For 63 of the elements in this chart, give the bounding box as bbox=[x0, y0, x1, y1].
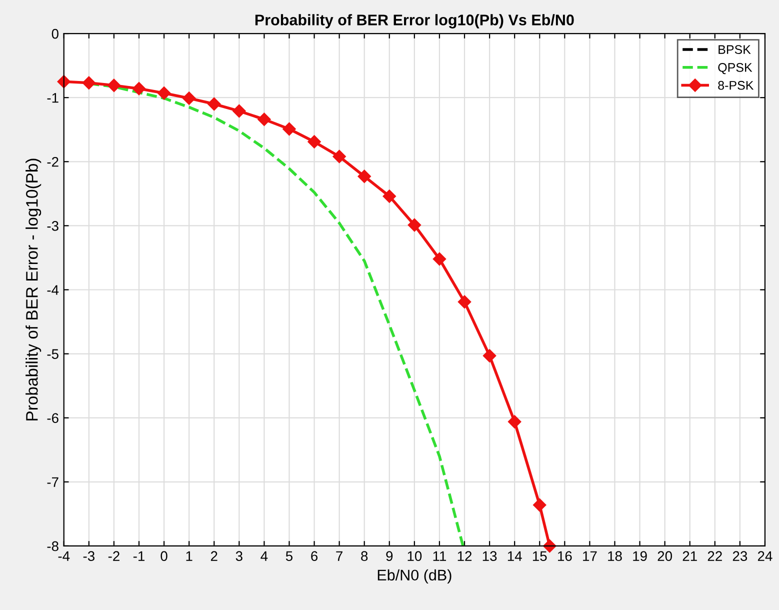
x-tick-label: 6 bbox=[311, 551, 318, 562]
y-tick-label: -7 bbox=[47, 477, 58, 487]
x-tick-label: -1 bbox=[133, 551, 144, 561]
x-tick-label: 18 bbox=[608, 551, 622, 562]
point bbox=[232, 104, 246, 118]
x-tick-label: 11 bbox=[433, 551, 446, 561]
x-tick-label: 20 bbox=[658, 551, 672, 562]
x-tick-label: 5 bbox=[286, 551, 293, 562]
x-tick-label: 1 bbox=[186, 551, 192, 561]
x-tick-label: 16 bbox=[558, 551, 572, 562]
x-tick-label: 10 bbox=[408, 551, 422, 562]
x-tick-label: 3 bbox=[236, 551, 242, 562]
legend-label: QPSK bbox=[718, 63, 752, 74]
x-tick-label: 9 bbox=[386, 551, 393, 562]
y-tick-label: -3 bbox=[47, 221, 58, 231]
x-tick-label: 14 bbox=[508, 551, 522, 561]
y-tick-label: -1 bbox=[47, 93, 58, 103]
x-axis-title: Eb/N0 (dB) bbox=[378, 569, 452, 584]
point bbox=[258, 112, 271, 126]
x-tick-label: 2 bbox=[210, 551, 218, 561]
y-tick-label: -6 bbox=[47, 413, 58, 424]
point bbox=[282, 122, 296, 136]
point bbox=[533, 498, 546, 512]
x-tick-label: 0 bbox=[160, 551, 168, 562]
y-tick-label: -5 bbox=[47, 349, 58, 359]
x-tick-label: -4 bbox=[58, 551, 70, 561]
y-tick-label: 0 bbox=[52, 28, 58, 39]
x-tick-label: 8 bbox=[361, 551, 368, 562]
point bbox=[358, 170, 371, 183]
point bbox=[157, 86, 171, 100]
y-tick-label: -8 bbox=[47, 541, 58, 552]
x-tick-label: -3 bbox=[83, 551, 94, 562]
y-tick-label: -2 bbox=[47, 156, 58, 167]
point bbox=[382, 190, 396, 203]
point bbox=[508, 415, 522, 428]
x-tick-label: 13 bbox=[482, 551, 497, 562]
chart-title: Probability of BER Error log10(Pb) Vs Eb/N0 bbox=[255, 14, 574, 28]
legend-label: 8-PSK bbox=[718, 80, 754, 90]
point bbox=[107, 78, 121, 92]
x-tick-label: 24 bbox=[758, 551, 772, 561]
legend-label: BPSK bbox=[718, 45, 751, 54]
x-tick-label: -2 bbox=[108, 551, 120, 561]
x-tick-label: 12 bbox=[458, 551, 472, 561]
x-tick-label: 17 bbox=[583, 551, 597, 561]
point bbox=[458, 295, 472, 309]
y-tick-label: -4 bbox=[47, 285, 59, 295]
x-tick-label: 15 bbox=[532, 551, 547, 562]
point bbox=[308, 135, 321, 148]
x-tick-label: 19 bbox=[633, 551, 647, 562]
x-tick-label: 23 bbox=[732, 551, 748, 562]
x-tick-label: 4 bbox=[260, 551, 268, 561]
point bbox=[132, 82, 146, 96]
point bbox=[432, 252, 446, 266]
x-tick-label: 22 bbox=[708, 551, 722, 561]
y-axis-title: Probability of BER Error - log10(Pb) bbox=[26, 158, 42, 420]
x-tick-label: 21 bbox=[682, 551, 697, 561]
point bbox=[332, 150, 346, 164]
point bbox=[208, 97, 221, 111]
point bbox=[408, 218, 422, 232]
x-tick-label: 7 bbox=[336, 551, 342, 561]
point bbox=[482, 349, 496, 362]
point bbox=[82, 76, 96, 90]
point bbox=[182, 92, 196, 105]
